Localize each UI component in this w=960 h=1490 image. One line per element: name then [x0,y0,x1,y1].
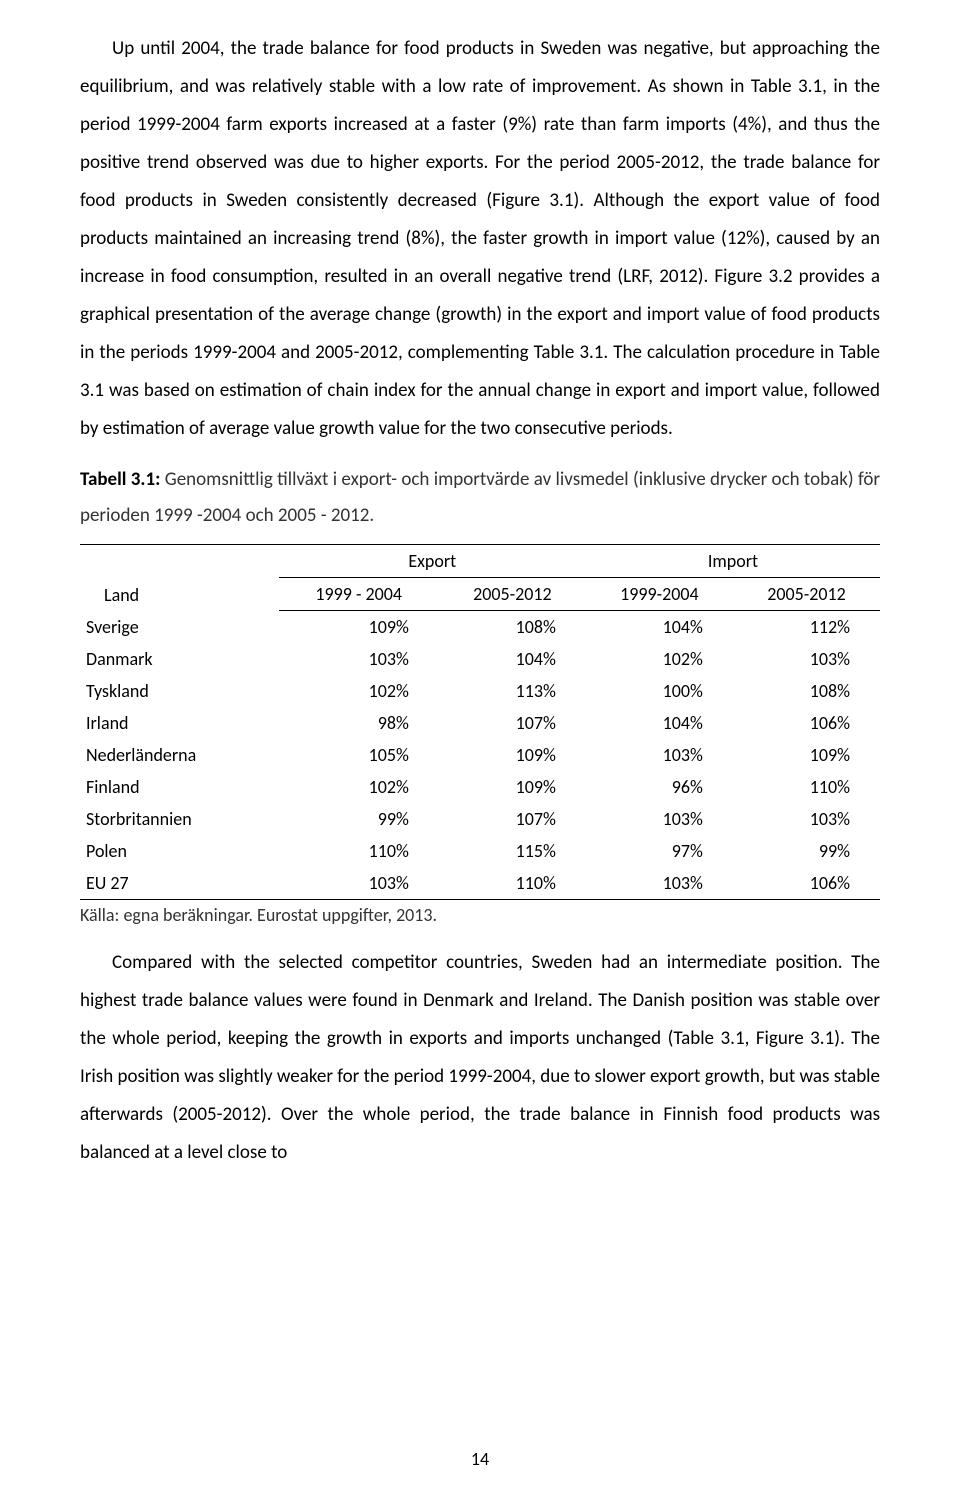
table-cell-value: 103% [586,739,733,771]
table-header-land: Land [80,545,279,611]
table-cell-country: Storbritannien [80,803,279,835]
table-cell-value: 103% [279,643,439,675]
table-source-note: Källa: egna beräkningar. Eurostat uppgif… [80,904,880,926]
table-cell-value: 110% [439,867,586,900]
body-paragraph-1: Up until 2004, the trade balance for foo… [80,30,880,448]
table-caption-label: Tabell 3.1: [80,468,160,491]
table-cell-country: Finland [80,771,279,803]
table-caption-text: Genomsnittlig tillväxt i export- och imp… [80,468,880,527]
table-row: Finland102%109%96%110% [80,771,880,803]
table-cell-country: Tyskland [80,675,279,707]
table-cell-value: 97% [586,835,733,867]
table-row: EU 27103%110%103%106% [80,867,880,900]
body-paragraph-2: Compared with the selected competitor co… [80,944,880,1172]
table-cell-country: Irland [80,707,279,739]
table-cell-value: 110% [733,771,880,803]
table-cell-value: 103% [279,867,439,900]
table-cell-country: Sverige [80,611,279,644]
table-subheader-4: 2005-2012 [733,578,880,611]
table-row: Sverige109%108%104%112% [80,611,880,644]
table-cell-value: 104% [586,707,733,739]
table-row: Irland98%107%104%106% [80,707,880,739]
table-cell-value: 109% [439,739,586,771]
table-cell-value: 107% [439,707,586,739]
table-header-export: Export [279,545,586,578]
table-row: Tyskland102%113%100%108% [80,675,880,707]
table-row: Storbritannien99%107%103%103% [80,803,880,835]
table-cell-value: 103% [733,803,880,835]
table-cell-value: 109% [439,771,586,803]
table-cell-value: 106% [733,867,880,900]
table-caption: Tabell 3.1: Genomsnittlig tillväxt i exp… [80,462,880,534]
table-cell-value: 102% [279,675,439,707]
table-cell-value: 108% [439,611,586,644]
table-cell-country: Danmark [80,643,279,675]
table-cell-value: 107% [439,803,586,835]
table-row: Danmark103%104%102%103% [80,643,880,675]
table-cell-value: 109% [279,611,439,644]
table-cell-value: 109% [733,739,880,771]
table-subheader-2: 2005-2012 [439,578,586,611]
table-cell-value: 112% [733,611,880,644]
table-cell-value: 102% [279,771,439,803]
table-cell-value: 98% [279,707,439,739]
table-row: Nederländerna105%109%103%109% [80,739,880,771]
table-cell-value: 96% [586,771,733,803]
table-subheader-3: 1999-2004 [586,578,733,611]
table-cell-country: Nederländerna [80,739,279,771]
table-cell-value: 102% [586,643,733,675]
table-cell-value: 104% [586,611,733,644]
table-row: Polen110%115%97%99% [80,835,880,867]
table-cell-value: 115% [439,835,586,867]
table-cell-country: EU 27 [80,867,279,900]
table-cell-value: 113% [439,675,586,707]
table-cell-value: 106% [733,707,880,739]
page-number: 14 [0,1448,960,1470]
table-header-row-1: Land Export Import [80,545,880,578]
table-cell-value: 110% [279,835,439,867]
table-cell-value: 103% [733,643,880,675]
table-cell-value: 103% [586,867,733,900]
table-cell-value: 108% [733,675,880,707]
table-subheader-1: 1999 - 2004 [279,578,439,611]
table-cell-value: 105% [279,739,439,771]
table-header-import: Import [586,545,880,578]
table-cell-country: Polen [80,835,279,867]
table-cell-value: 99% [733,835,880,867]
table-cell-value: 100% [586,675,733,707]
document-page: Up until 2004, the trade balance for foo… [0,0,960,1490]
table-cell-value: 99% [279,803,439,835]
table-cell-value: 104% [439,643,586,675]
table-cell-value: 103% [586,803,733,835]
trade-growth-table: Land Export Import 1999 - 2004 2005-2012… [80,544,880,900]
